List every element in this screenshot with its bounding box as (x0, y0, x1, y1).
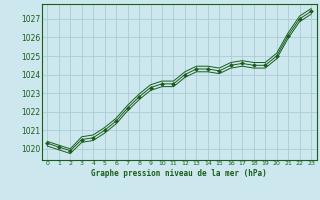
X-axis label: Graphe pression niveau de la mer (hPa): Graphe pression niveau de la mer (hPa) (91, 169, 267, 178)
